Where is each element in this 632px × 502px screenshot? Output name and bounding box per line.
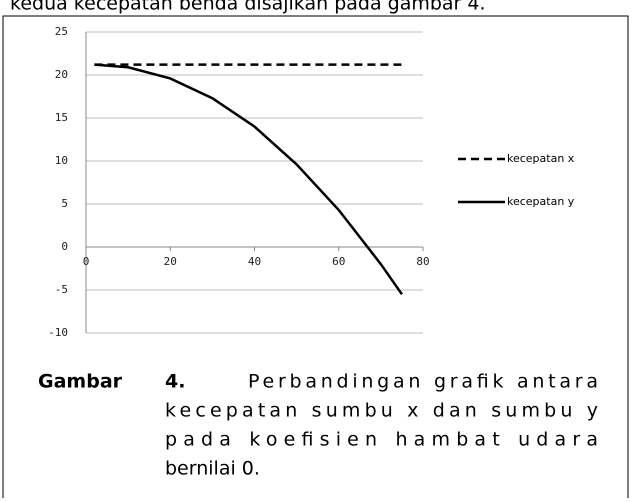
caption-line: Perbandingan grafik antara <box>248 371 598 393</box>
y-tick-label: 15 <box>55 111 68 124</box>
y-tick-label: 10 <box>55 154 68 167</box>
caption-label: Gambar <box>38 371 123 393</box>
x-tick-label: 0 <box>83 255 90 268</box>
series-line <box>94 63 403 296</box>
x-tick-label: 40 <box>248 255 261 268</box>
y-tick-label: 20 <box>55 68 68 81</box>
y-tick-label: 25 <box>55 25 68 38</box>
frame <box>2 15 629 498</box>
y-tick-label: -5 <box>55 283 68 296</box>
y-tick-label: -10 <box>48 326 68 339</box>
x-tick-label: 60 <box>332 255 345 268</box>
legend-label: kecepatan x <box>507 152 575 165</box>
caption-line: pada koefisien hambat udara <box>165 429 598 451</box>
header-text: kedua kecepatan benda disajikan pada gam… <box>10 0 486 15</box>
caption-line: bernilai 0. <box>165 458 260 480</box>
x-tick-label: 20 <box>164 255 177 268</box>
caption-line: kecepatan sumbu x dan sumbu y <box>165 400 598 422</box>
y-tick-label: 0 <box>61 240 68 253</box>
x-tick-label: 80 <box>416 255 429 268</box>
y-tick-label: 5 <box>61 197 68 210</box>
legend-label: kecepatan y <box>507 195 575 208</box>
caption-number: 4. <box>165 371 185 393</box>
